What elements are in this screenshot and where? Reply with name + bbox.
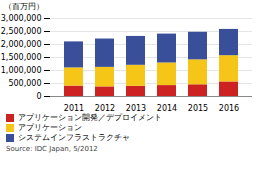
- svg-text:2,500,000: 2,500,000: [1, 27, 42, 36]
- svg-text:2015: 2015: [188, 104, 208, 112]
- svg-text:2014: 2014: [157, 104, 177, 112]
- html-text:アプリケーション開発／デプロイメント: アプリケーション開発／デプロイメント: [18, 113, 162, 122]
- svg-text:2016: 2016: [219, 104, 239, 112]
- svg-text:2012: 2012: [95, 104, 115, 112]
- html-text:（百万円）: （百万円）: [4, 2, 44, 11]
- svg-text:3,000,000: 3,000,000: [1, 14, 42, 23]
- html-text:アプリケーション: アプリケーション: [18, 123, 82, 132]
- svg-text:2011: 2011: [64, 104, 84, 112]
- html-text:システムインフラストラクチャ: システムインフラストラクチャ: [18, 133, 130, 142]
- svg-text:2,000,000: 2,000,000: [1, 40, 42, 49]
- svg-text:1,500,000: 1,500,000: [1, 53, 42, 62]
- svg-text:0: 0: [36, 92, 41, 101]
- html-text:Source: IDC Japan, 5/2012: Source: IDC Japan, 5/2012: [6, 145, 98, 153]
- svg-text:1,000,000: 1,000,000: [1, 66, 42, 75]
- svg-text:500,000: 500,000: [8, 79, 41, 88]
- svg-text:2013: 2013: [126, 104, 146, 112]
